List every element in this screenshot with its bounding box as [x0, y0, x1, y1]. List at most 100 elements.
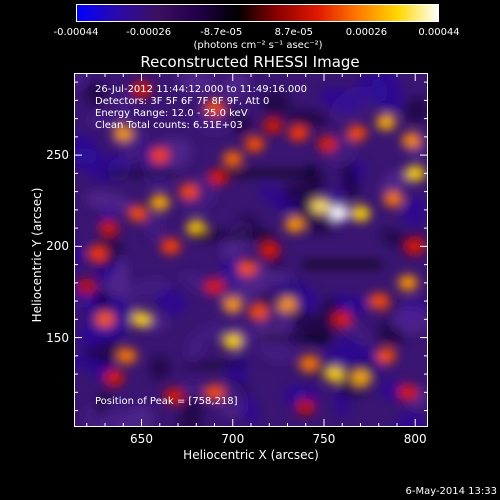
x-tick-label: 750: [312, 432, 336, 446]
heatmap-blob: [160, 238, 181, 255]
y-axis-label: Heliocentric Y (arcsec): [30, 187, 44, 323]
heatmap-blob: [380, 229, 412, 249]
heatmap-blob: [99, 408, 144, 427]
info-line: Clean Total counts: 6.51E+03: [95, 120, 243, 131]
heatmap-blob: [104, 369, 125, 386]
heatmap-blob: [204, 321, 225, 341]
heatmap-blob: [286, 110, 330, 129]
heatmap-blob: [144, 215, 164, 239]
x-tick-label: 700: [221, 432, 245, 446]
heatmap-blob: [284, 216, 305, 233]
heatmap-blob: [248, 304, 269, 321]
heatmap-blob: [346, 125, 367, 142]
heatmap-blob: [76, 323, 112, 349]
colorbar-tick-label: 8.7e-05: [274, 27, 313, 38]
heatmap-blob: [332, 311, 353, 328]
heatmap-blob: [208, 169, 229, 186]
chart-title: Reconstructed RHESSI Image: [140, 53, 360, 71]
heatmap-blob: [397, 274, 418, 291]
colorbar-unit-label: (photons cm⁻² s⁻¹ asec⁻²): [193, 40, 323, 51]
heatmap-blob: [76, 278, 97, 295]
heatmap-blob: [179, 397, 203, 427]
x-tick-label: 650: [130, 432, 153, 446]
heatmap-dark-band: [261, 334, 332, 342]
heatmap-blob: [401, 196, 428, 226]
heatmap-blob: [288, 125, 309, 142]
heatmap-blob: [355, 75, 388, 104]
heatmap-blob: [380, 169, 409, 196]
heatmap-blob: [405, 238, 426, 255]
heatmap-blob: [299, 355, 320, 372]
heatmap-dark-band: [224, 169, 315, 178]
heatmap-blob: [127, 205, 148, 222]
colorbar-tick-label: -8.7e-05: [200, 27, 243, 38]
heatmap-blob: [74, 133, 100, 164]
heatmap-blob: [178, 73, 216, 94]
heatmap-blob: [277, 296, 298, 313]
heatmap-blob: [368, 293, 389, 310]
heatmap-blob: [95, 311, 116, 328]
heatmap-blob: [222, 150, 243, 167]
colorbar-tick-label: -0.00026: [126, 27, 172, 38]
heatmap-image: [74, 73, 428, 427]
x-tick-label: 800: [403, 432, 427, 446]
heatmap-blob: [149, 147, 170, 164]
heatmap-blob: [317, 136, 338, 153]
heatmap-blob: [103, 294, 130, 340]
colorbar-tick-label: 0.00044: [418, 27, 460, 38]
y-tick-label: 250: [46, 148, 69, 163]
heatmap-blob: [131, 81, 152, 98]
heatmap-dark-band: [192, 230, 273, 240]
heatmap-blob: [324, 366, 345, 383]
heatmap-blob: [376, 347, 397, 364]
x-axis-label: Heliocentric X (arcsec): [183, 448, 319, 462]
heatmap-blob: [397, 384, 418, 401]
peak-position-label: Position of Peak = [758,218]: [95, 396, 238, 407]
timestamp: 6-May-2014 13:33: [405, 486, 497, 497]
heatmap-blob: [341, 161, 359, 202]
heatmap-blob: [244, 136, 265, 153]
heatmap-blob: [185, 328, 207, 361]
heatmap-blob: [259, 242, 280, 258]
heatmap-blob: [116, 347, 137, 364]
heatmap-blob: [403, 97, 428, 124]
heatmap-blob: [204, 384, 225, 401]
heatmap-blob: [222, 333, 243, 350]
heatmap-blob: [98, 220, 119, 237]
heatmap-blob: [237, 260, 258, 277]
heatmap-blob: [238, 393, 259, 425]
y-tick-label: 150: [46, 330, 69, 345]
heatmap-blob: [383, 190, 404, 207]
heatmap-dark-band: [106, 169, 177, 177]
heatmap-blob: [178, 183, 199, 200]
heatmap-blob: [84, 191, 132, 212]
heatmap-blob: [149, 194, 170, 211]
info-line: Energy Range: 12.0 - 25.0 keV: [95, 108, 248, 119]
heatmap-blob: [401, 132, 422, 149]
heatmap-blob: [150, 355, 170, 381]
heatmap-blob: [295, 398, 316, 415]
colorbar: [76, 4, 439, 22]
heatmap-blob: [259, 185, 299, 215]
heatmap-blob: [262, 117, 283, 134]
colorbar-tick-label: 0.00026: [345, 27, 388, 38]
heatmap-blob: [131, 311, 152, 328]
heatmap-blob: [350, 205, 371, 222]
heatmap-blob: [74, 354, 105, 370]
heatmap-blob: [261, 90, 291, 117]
heatmap-blob: [376, 114, 397, 131]
info-line: 26-Jul-2012 11:44:12.000 to 11:49:16.000: [95, 84, 307, 95]
heatmap-blob: [310, 198, 331, 215]
heatmap-blob: [390, 305, 428, 334]
heatmap-blob: [325, 337, 362, 369]
heatmap-blob: [204, 99, 225, 116]
heatmap-blob: [405, 165, 426, 182]
axis-ticks: [74, 73, 428, 427]
heatmap-blob: [74, 73, 89, 91]
info-line: Detectors: 3F 5F 6F 7F 8F 9F, Att 0: [95, 96, 270, 107]
colorbar-tick-label: -0.00044: [53, 27, 99, 38]
heatmap-blob: [328, 205, 349, 222]
heatmap-blob: [87, 245, 108, 262]
heatmap-blob: [95, 389, 112, 417]
heatmap-blob: [256, 338, 295, 364]
